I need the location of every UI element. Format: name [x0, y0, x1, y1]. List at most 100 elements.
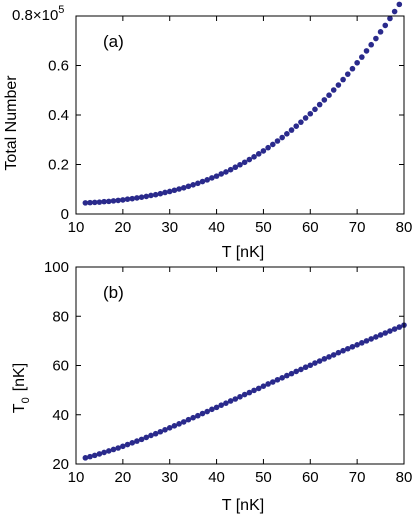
- data-point: [110, 446, 117, 453]
- data-point: [330, 352, 337, 358]
- panel-a-label: (a): [103, 32, 124, 51]
- data-point: [368, 41, 375, 48]
- x-tick-label: 70: [349, 469, 366, 486]
- x-tick-label: 50: [255, 219, 272, 236]
- data-point: [190, 181, 196, 188]
- data-point: [115, 197, 121, 204]
- data-point: [344, 345, 351, 352]
- x-tick-label: 20: [115, 219, 132, 236]
- data-point: [288, 370, 295, 377]
- x-tick-label: 60: [302, 219, 319, 236]
- data-point: [354, 342, 360, 348]
- panel-b-y-axis-label: T0 [nK]: [11, 363, 32, 413]
- data-point: [232, 164, 239, 171]
- panel-b-points: [82, 322, 407, 461]
- x-tick-label: 70: [349, 219, 366, 236]
- data-point: [96, 199, 103, 205]
- data-point: [157, 428, 164, 435]
- data-point: [138, 194, 145, 200]
- data-point: [359, 54, 365, 60]
- data-point: [96, 451, 103, 457]
- data-point: [195, 180, 201, 187]
- data-point: [377, 332, 384, 338]
- data-point: [326, 92, 332, 98]
- data-point: [274, 138, 281, 144]
- panel-a-y-multiplier: 0.8×105: [12, 4, 64, 24]
- x-tick-label: 40: [208, 469, 225, 486]
- panel-b-label: (b): [103, 283, 124, 302]
- y-tick-label: 0.6: [48, 58, 69, 75]
- data-point: [227, 166, 234, 173]
- data-point: [101, 449, 107, 456]
- x-tick-label: 60: [302, 469, 319, 486]
- data-point: [218, 402, 225, 408]
- data-point: [152, 191, 159, 198]
- data-point: [255, 151, 262, 157]
- data-point: [363, 338, 370, 344]
- y-tick-label: 20: [52, 456, 69, 473]
- data-point: [340, 76, 346, 83]
- x-tick-label: 80: [396, 219, 413, 236]
- panel-a-x-axis-label: T [nK]: [222, 244, 264, 261]
- panel-a: (a) 0.8×105 Total Number T [nK] 10 20 30 40…: [3, 1, 413, 261]
- data-point: [209, 175, 215, 181]
- data-point: [382, 330, 389, 336]
- data-point: [171, 423, 178, 429]
- data-point: [171, 187, 178, 194]
- data-point: [157, 190, 164, 197]
- data-point: [260, 148, 267, 154]
- x-tick-label: 10: [68, 219, 85, 236]
- data-point: [302, 115, 309, 121]
- data-point: [237, 161, 243, 168]
- data-point: [166, 188, 173, 195]
- panel-a-points: [82, 1, 403, 206]
- data-point: [387, 328, 393, 334]
- data-point: [326, 354, 332, 360]
- panel-a-y-axis-label: Total Number: [3, 75, 20, 171]
- data-point: [335, 349, 342, 356]
- data-point: [391, 326, 398, 332]
- data-point: [251, 387, 257, 394]
- data-point: [180, 184, 187, 191]
- data-point: [307, 110, 314, 117]
- data-point: [307, 362, 314, 369]
- data-point: [391, 8, 398, 15]
- data-point: [82, 200, 89, 206]
- data-point: [209, 406, 215, 413]
- y-tick-label: 0.2: [48, 157, 69, 174]
- data-point: [387, 15, 393, 22]
- data-point: [246, 389, 253, 396]
- data-point: [223, 169, 229, 175]
- data-point: [166, 425, 173, 431]
- data-point: [270, 141, 276, 148]
- data-point: [232, 396, 239, 402]
- data-point: [223, 400, 229, 406]
- y-tick-label: 0: [61, 206, 69, 223]
- data-point: [120, 197, 126, 203]
- data-point: [176, 421, 182, 427]
- data-point: [190, 414, 196, 421]
- data-point: [134, 195, 140, 201]
- data-point: [265, 381, 271, 387]
- x-tick-label: 30: [161, 469, 178, 486]
- y-label-sub: 0: [20, 397, 32, 403]
- y-tick-label: 80: [52, 308, 69, 325]
- data-point: [82, 455, 89, 461]
- data-point: [91, 452, 98, 459]
- data-point: [204, 177, 210, 183]
- data-point: [241, 391, 248, 398]
- data-point: [312, 360, 318, 366]
- x-tick-label: 40: [208, 219, 225, 236]
- data-point: [148, 432, 154, 439]
- data-point: [143, 193, 150, 200]
- y-tick-label: 0.4: [48, 107, 69, 124]
- data-point: [162, 426, 168, 433]
- data-point: [349, 343, 356, 350]
- data-point: [284, 131, 290, 137]
- data-point: [199, 178, 206, 185]
- data-point: [237, 393, 243, 400]
- data-point: [298, 119, 304, 125]
- data-point: [373, 35, 379, 42]
- x-tick-label: 50: [255, 469, 272, 486]
